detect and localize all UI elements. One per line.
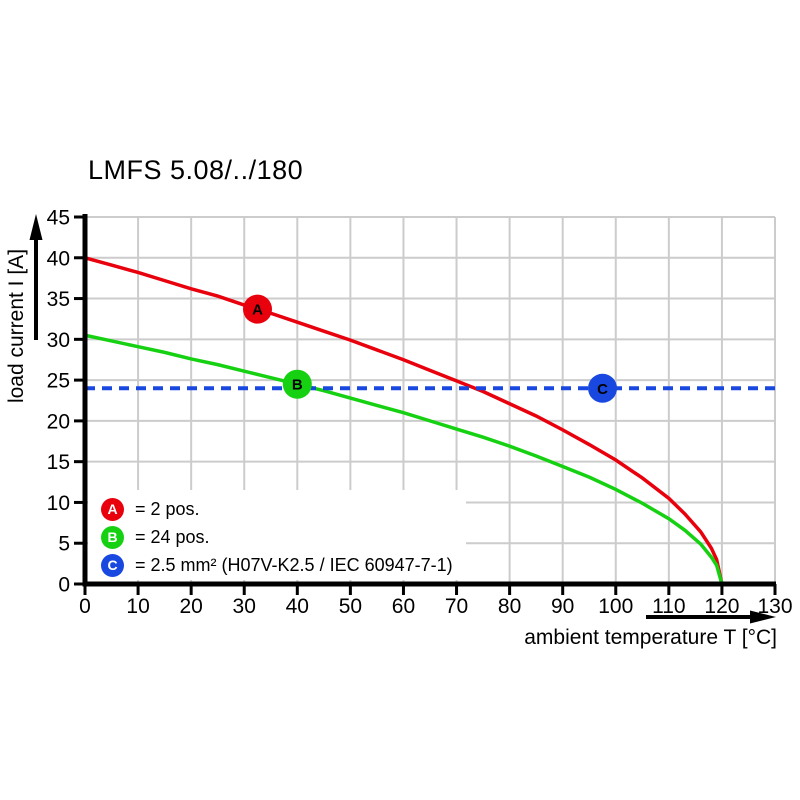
legend-marker-b-icon: B [101, 525, 124, 549]
y-tick-label: 35 [47, 288, 70, 311]
curve-b [84, 333, 724, 585]
curve-markers: A B C [243, 294, 617, 403]
legend-marker-c-icon: C [101, 553, 124, 577]
legend-label-c: = 2.5 mm² (H07V-K2.5 / IEC 60947-7-1) [135, 554, 453, 575]
x-tick-label: 80 [498, 595, 521, 618]
legend-item-c: C = 2.5 mm² (H07V-K2.5 / IEC 60947-7-1) [101, 551, 466, 579]
axes: 0 5 10 15 20 25 30 35 40 45 0 10 20 30 40 50 60 70 80 90 100… [47, 207, 793, 619]
x-tick-label: 20 [179, 595, 202, 618]
y-tick-label: 0 [58, 574, 70, 597]
x-axis-arrowhead-icon [750, 610, 776, 624]
x-tick-label: 70 [445, 595, 468, 618]
x-tick-label: 120 [704, 595, 739, 618]
axis-arrows [29, 214, 776, 624]
y-tick-label: 5 [58, 533, 70, 556]
x-tick-label: 10 [126, 595, 149, 618]
marker-letter: C [597, 381, 608, 398]
x-tick-label: 90 [551, 595, 574, 618]
marker-c-icon [588, 373, 617, 403]
legend: A = 2 pos. B = 24 pos. C = 2.5 mm² (H07V… [88, 490, 466, 580]
y-axis-arrowhead-icon [29, 214, 43, 240]
x-axis-label: ambient temperature T [°C] [524, 626, 777, 649]
legend-marker-a-icon: A [101, 497, 124, 521]
y-tick-label: 15 [47, 451, 70, 474]
data-curves [84, 256, 775, 585]
y-tick-label: 40 [47, 247, 70, 270]
legend-label-b: = 24 pos. [135, 526, 210, 547]
x-tick-label: 100 [598, 595, 633, 618]
y-axis-label: load current I [A] [5, 248, 28, 404]
legend-item-b: B = 24 pos. [101, 523, 466, 551]
y-tick-label: 20 [47, 410, 70, 433]
x-tick-label: 0 [79, 595, 91, 618]
x-tick-label: 60 [392, 595, 415, 618]
y-tick-label: 10 [47, 492, 70, 515]
x-tick-label: 110 [652, 595, 685, 618]
x-tick-label: 130 [757, 595, 792, 618]
marker-letter: A [252, 302, 263, 319]
chart-title: LMFS 5.08/../180 [88, 155, 304, 185]
marker-letter: B [292, 377, 303, 394]
x-tick-label: 50 [339, 595, 362, 618]
y-tick-label: 45 [47, 207, 70, 230]
y-tick-label: 25 [47, 370, 70, 393]
legend-label-a: = 2 pos. [135, 498, 200, 519]
marker-b-icon [282, 369, 312, 399]
curve-a [84, 256, 724, 585]
y-tick-label: 30 [47, 329, 70, 352]
x-tick-label: 40 [286, 595, 309, 618]
marker-a-icon [243, 294, 272, 324]
legend-item-a: A = 2 pos. [101, 495, 466, 523]
x-tick-label: 30 [233, 595, 256, 618]
